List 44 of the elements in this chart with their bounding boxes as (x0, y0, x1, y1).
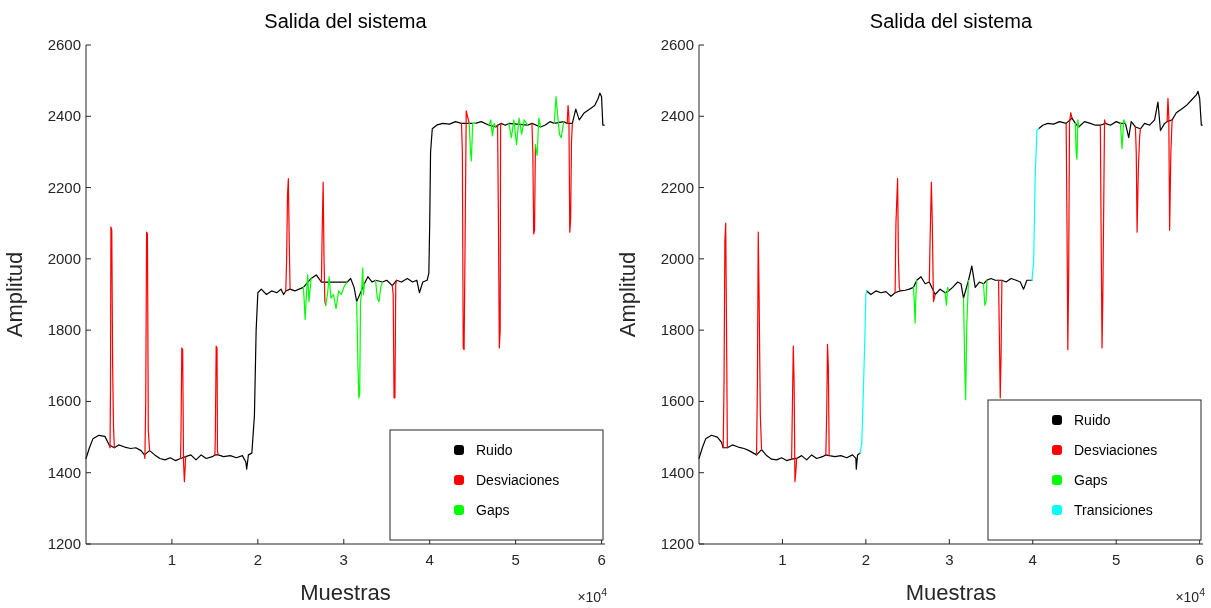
legend-label: Ruido (1074, 412, 1111, 428)
y-tick-label: 2000 (47, 249, 81, 267)
x-tick-label: 1 (778, 551, 787, 568)
y-tick-label: 1400 (47, 463, 81, 481)
y-axis-title: Amplitud (2, 251, 27, 338)
x-tick-label: 1 (167, 551, 177, 568)
legend-label: Desviaciones (476, 472, 560, 488)
text: ×10$^{4}$ (1175, 586, 1206, 605)
line-series (85, 92, 605, 470)
chart-title: Salida del sistema (869, 10, 1034, 32)
x-axis-title: Muestras (905, 580, 997, 605)
legend-label: Gaps (476, 502, 510, 518)
y-axis-title: Amplitud (615, 251, 640, 338)
legend-label: Transiciones (1074, 502, 1153, 518)
x-tick-label: 5 (511, 551, 520, 568)
x-tick-label: 2 (253, 551, 263, 568)
y-tick-label: 1200 (47, 535, 81, 552)
y-tick-label: 2200 (660, 178, 694, 196)
y-tick-label: 2400 (47, 107, 81, 125)
x-tick-label: 6 (597, 551, 606, 568)
y-tick-label: 2600 (47, 36, 81, 53)
y-tick-label: 2600 (660, 36, 694, 53)
x-tick-label: 6 (1195, 551, 1204, 568)
y-tick-label: 1600 (660, 392, 694, 410)
legend-label: Ruido (476, 442, 513, 458)
y-tick-label: 2200 (47, 178, 81, 196)
y-tick-label: 1400 (660, 463, 694, 481)
y-tick-label: 1800 (660, 321, 694, 339)
legend-label: Gaps (1074, 472, 1108, 488)
x-tick-label: 3 (339, 551, 348, 568)
x-tick-label: 4 (425, 551, 434, 568)
text: ×10$^{4}$ (577, 586, 608, 605)
x-tick-label: 2 (861, 551, 871, 568)
x-tick-label: 5 (1112, 551, 1121, 568)
y-tick-label: 2000 (660, 249, 694, 267)
x-tick-label: 3 (945, 551, 954, 568)
y-tick-label: 2400 (660, 107, 694, 125)
y-tick-label: 1800 (47, 321, 81, 339)
y-tick-label: 1200 (660, 535, 694, 552)
legend-label: Desviaciones (1074, 442, 1158, 458)
x-axis-title: Muestras (300, 580, 391, 605)
chart-title: Salida del sistema (264, 10, 428, 32)
x-tick-label: 4 (1028, 551, 1037, 568)
y-tick-label: 1600 (47, 392, 81, 410)
